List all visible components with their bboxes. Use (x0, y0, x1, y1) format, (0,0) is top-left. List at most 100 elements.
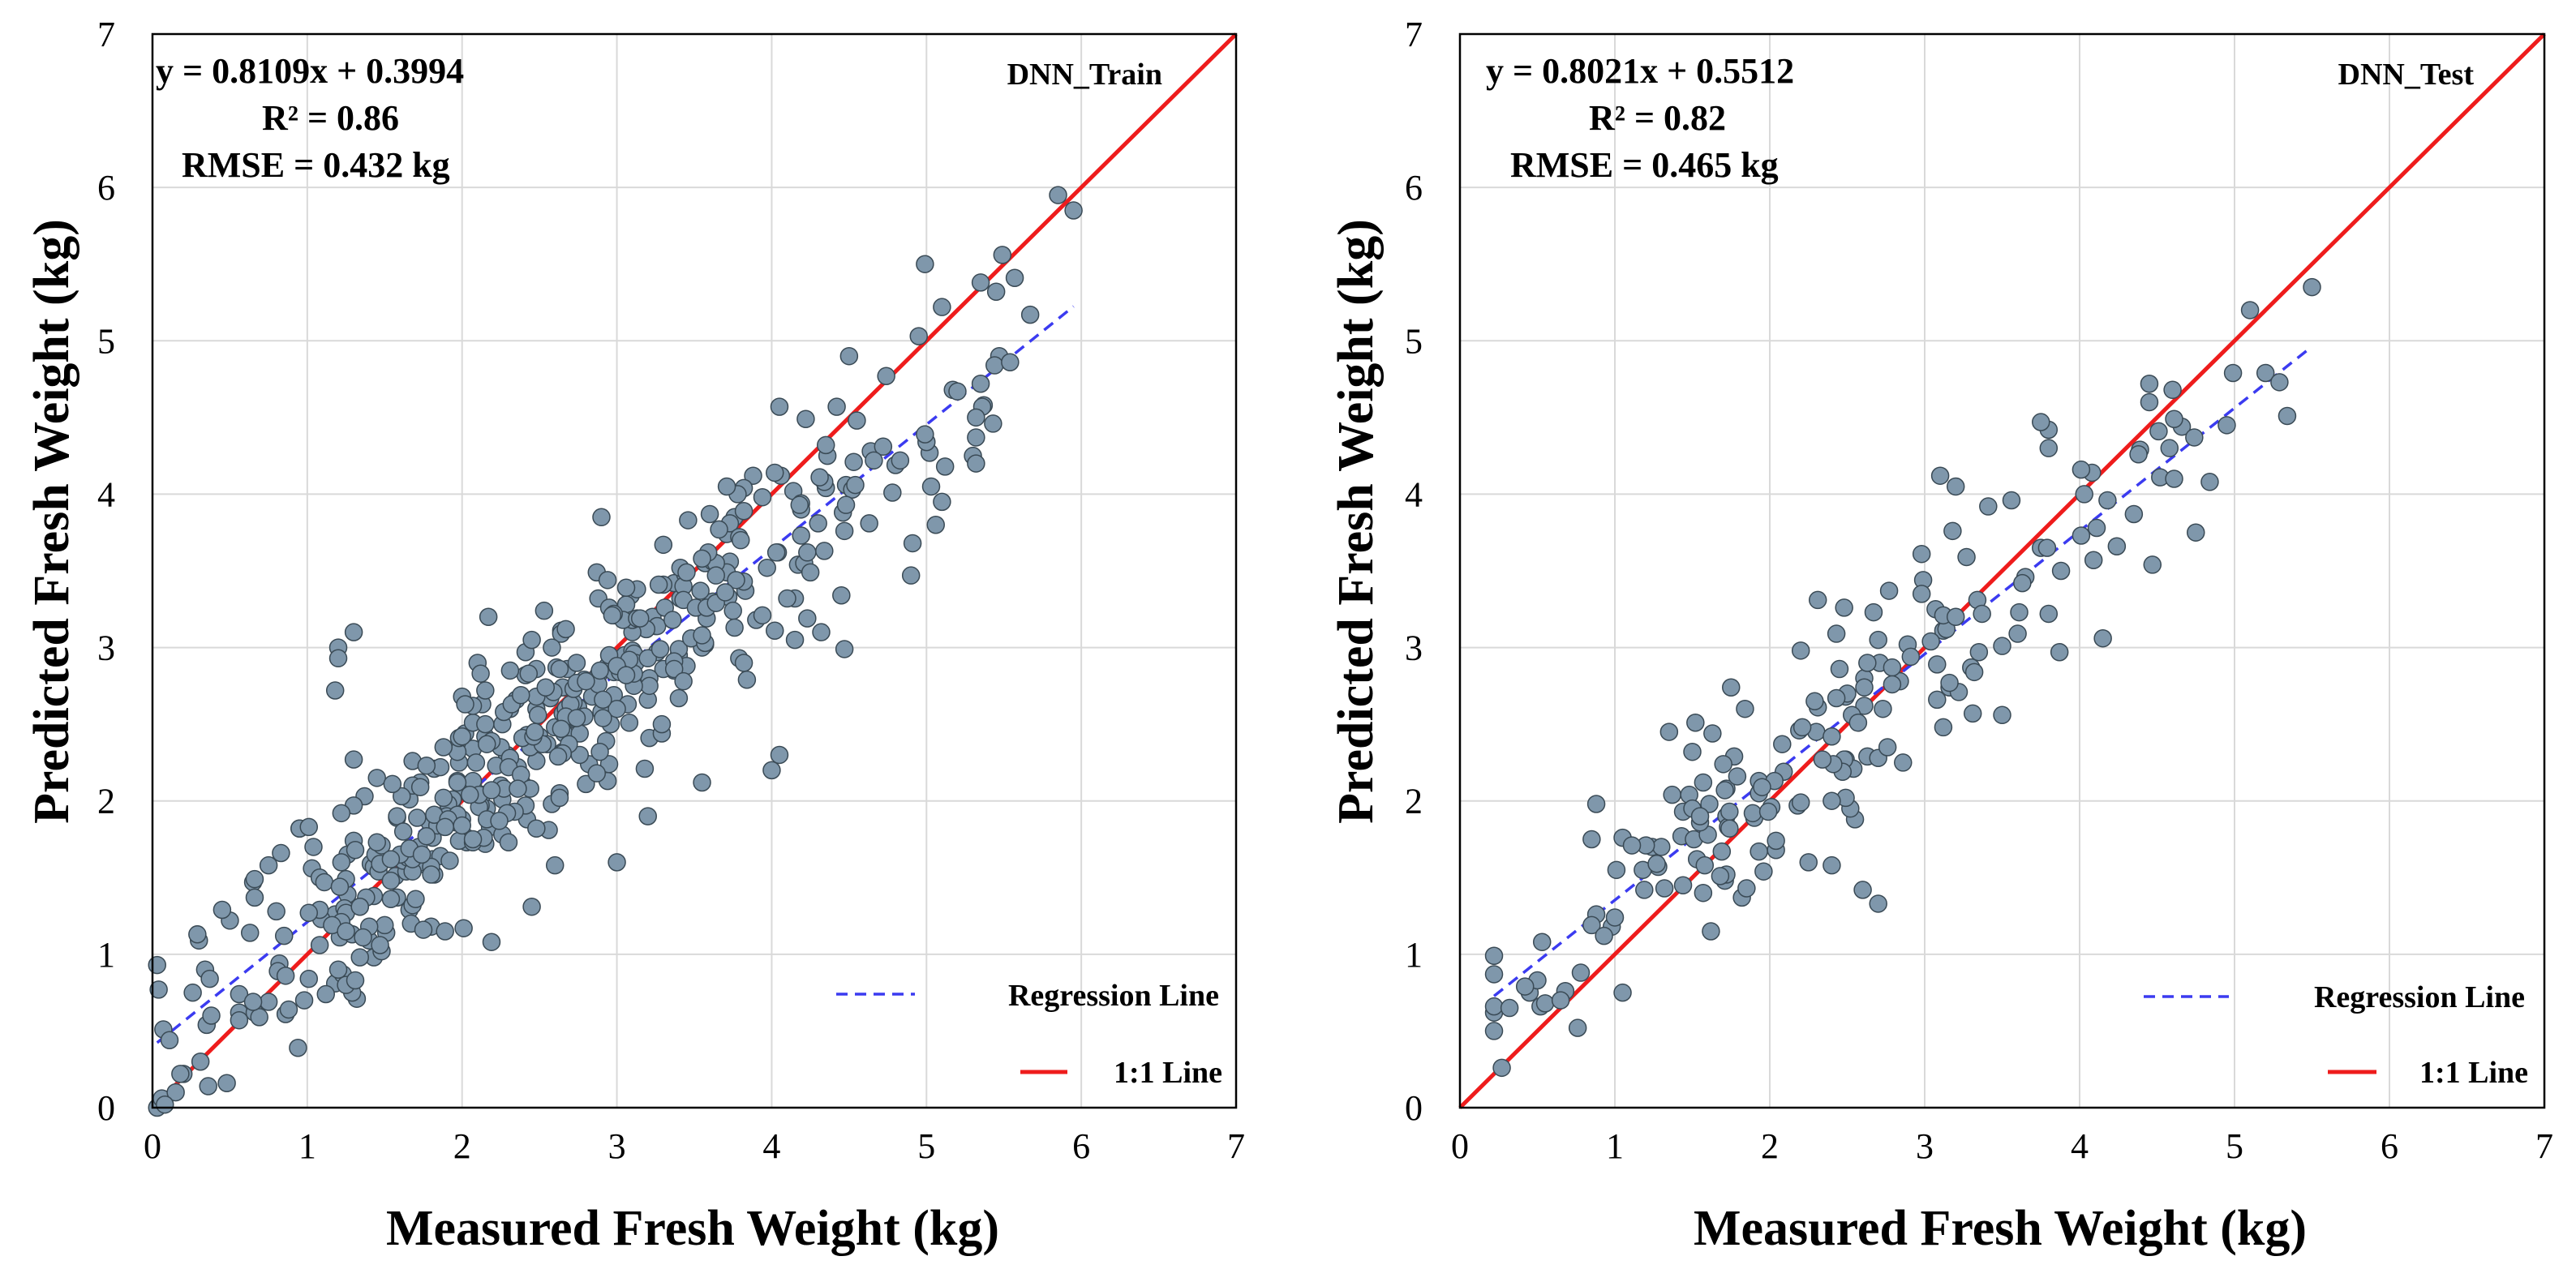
train-data-point (967, 428, 985, 447)
train-data-point (635, 759, 655, 778)
test-data-point (1943, 521, 1962, 541)
train-data-point (630, 609, 650, 628)
test-data-point (1647, 855, 1666, 873)
train-data-point (259, 993, 278, 1011)
test-y-axis-title: Predicted Fresh Weight (kg) (1329, 219, 1384, 824)
test-y-tick-label: 5 (1405, 321, 1423, 361)
train-data-point (315, 873, 334, 892)
test-series-label: DNN_Test (2338, 58, 2475, 92)
test-data-point (2098, 491, 2117, 510)
train-data-point (715, 583, 735, 602)
test-data-point (1874, 699, 1892, 718)
train-data-point (984, 414, 1002, 433)
train-data-point (809, 514, 827, 533)
train-data-point (471, 664, 490, 683)
test-data-point (1635, 881, 1654, 899)
train-data-point (693, 773, 711, 792)
train-data-point (245, 869, 264, 889)
train-data-point (798, 609, 817, 628)
test-data-point (1753, 778, 1771, 796)
train-data-point (770, 745, 789, 765)
test-data-point (1883, 658, 1902, 677)
test-plot-frame (1458, 32, 2546, 1109)
test-legend-regression-label: Regression Line (2314, 980, 2525, 1014)
train-data-point (798, 543, 817, 562)
test-data-point (1492, 1058, 1511, 1078)
train-data-point (762, 761, 781, 780)
train-data-point (148, 955, 166, 975)
train-data-point (381, 850, 401, 868)
train-data-point (616, 666, 636, 684)
train-y-tick-label: 7 (97, 15, 115, 54)
train-data-point (971, 273, 990, 292)
train-data-point (156, 1095, 174, 1114)
train-data-point (417, 826, 436, 846)
train-data-point (649, 575, 668, 594)
test-y-tick-label: 1 (1405, 935, 1423, 975)
train-data-point (188, 925, 207, 944)
train-data-point (663, 611, 682, 629)
test-rmse: RMSE = 0.465 kg (1510, 145, 1779, 185)
train-data-point (393, 822, 413, 841)
train-data-point (933, 492, 951, 512)
test-data-point (1869, 894, 1887, 913)
train-legend-regression-label: Regression Line (1008, 979, 1219, 1013)
train-x-tick-label: 0 (144, 1126, 161, 1166)
train-data-point (753, 606, 772, 625)
test-data-point (1754, 862, 1773, 881)
train-data-point (691, 581, 710, 600)
train-data-point (543, 638, 561, 657)
test-data-point (1586, 795, 1606, 813)
train-data-point (677, 563, 696, 582)
train-data-point (640, 676, 659, 696)
test-data-point (1934, 718, 1953, 737)
test-data-point (2160, 439, 2179, 457)
train-data-point (758, 558, 776, 577)
test-data-point (1901, 647, 1921, 667)
test-data-point (1855, 678, 1874, 697)
train-data-point (710, 520, 728, 539)
train-data-point (316, 984, 336, 1004)
test-x-tick-label: 2 (1761, 1126, 1779, 1166)
train-data-point (921, 477, 941, 496)
train-data-point (417, 756, 436, 775)
test-data-point (1737, 879, 1756, 898)
test-data-point (1695, 855, 1715, 875)
train-x-tick-label: 4 (762, 1126, 780, 1166)
test-data-point (1940, 673, 1959, 692)
train-data-point (230, 1010, 249, 1030)
train-data-point (240, 924, 260, 942)
test-data-point (2270, 373, 2289, 392)
test-data-point (1823, 855, 1841, 875)
test-y-tick-label: 3 (1405, 628, 1423, 668)
train-data-point (166, 1083, 185, 1102)
test-data-point (1979, 497, 1998, 516)
train-data-point (243, 993, 263, 1011)
train-data-point (328, 649, 348, 668)
train-data-point (679, 511, 698, 530)
train-data-point (1049, 186, 1067, 204)
train-data-point (482, 933, 501, 951)
train-data-point (993, 246, 1012, 264)
test-data-point (1690, 807, 1710, 825)
train-data-point (801, 563, 820, 582)
train-data-point (674, 671, 693, 691)
train-data-point (535, 601, 554, 620)
train-data-point (500, 661, 520, 680)
train-data-point (734, 654, 753, 672)
train-data-point (766, 543, 786, 562)
train-data-point (967, 408, 985, 427)
train-data-point (199, 1077, 217, 1095)
test-data-point (1743, 804, 1762, 823)
train-data-point (891, 451, 910, 470)
test-data-point (2072, 526, 2091, 545)
train-data-point (732, 530, 750, 550)
train-data-point (259, 855, 278, 875)
train-y-tick-label: 0 (97, 1088, 115, 1128)
train-data-point (785, 630, 805, 650)
test-data-point (1894, 753, 1913, 772)
test-data-point (2037, 538, 2057, 557)
train-data-point (217, 1074, 236, 1092)
train-data-point (971, 374, 990, 393)
